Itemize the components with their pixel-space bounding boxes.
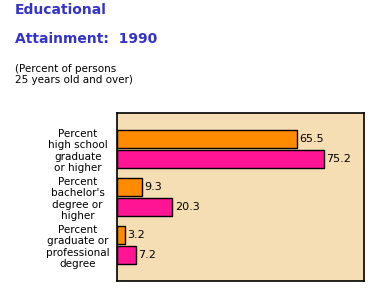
Bar [117, 198, 172, 216]
Text: (Percent of persons
25 years old and over): (Percent of persons 25 years old and ove… [15, 64, 133, 85]
Text: Educational: Educational [15, 3, 107, 17]
Bar [117, 150, 324, 168]
Text: 7.2: 7.2 [139, 250, 157, 260]
Text: 75.2: 75.2 [326, 154, 351, 164]
Bar [117, 226, 125, 244]
Text: Attainment:  1990: Attainment: 1990 [15, 32, 157, 46]
Bar [117, 130, 297, 148]
Text: 3.2: 3.2 [128, 230, 145, 240]
Bar [117, 246, 137, 264]
Text: 20.3: 20.3 [175, 202, 199, 212]
Text: 9.3: 9.3 [144, 182, 162, 192]
Text: 65.5: 65.5 [299, 134, 324, 144]
Bar [117, 178, 142, 196]
